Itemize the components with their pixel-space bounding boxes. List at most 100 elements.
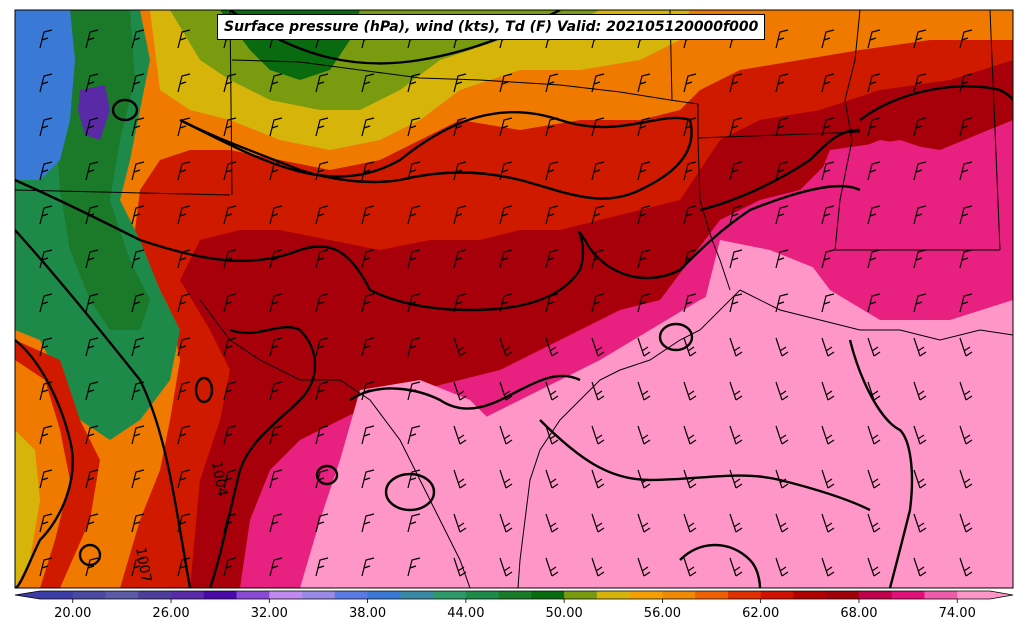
wind-barb [683,73,697,93]
colorbar-outline [14,590,1014,600]
wind-barb [867,161,881,181]
wind-barb [315,117,329,137]
wind-barb [131,161,145,181]
wind-barb [545,513,559,533]
wind-barb [545,161,559,181]
wind-barb [913,117,927,137]
wind-barb [131,249,145,269]
colorbar-swatch [465,591,500,599]
wind-barb [775,381,789,401]
wind-barb [361,205,375,225]
wind-barb [39,469,53,489]
isobar-line [15,178,861,312]
wind-barb [131,425,145,445]
wind-barb [729,117,743,137]
wind-barb [499,293,513,313]
colorbar-swatch [400,591,434,599]
state-border-ok-north [15,189,231,196]
wind-barb [683,161,697,181]
wind-barb [499,73,513,93]
wind-barb [591,73,605,93]
isobar-line [15,229,192,588]
wind-barb [315,293,329,313]
wind-barb [453,73,467,93]
wind-barb [131,557,145,577]
wind-barb [775,337,789,357]
wind-barb [407,249,421,269]
wind-barb [775,557,789,577]
wind-barb [729,425,743,445]
isobar-label-1007: 1007 [132,546,154,584]
wind-barb [39,381,53,401]
state-border-tx-la [697,104,731,291]
wind-barb [407,469,421,489]
wind-barb [407,117,421,137]
wind-barb [591,293,605,313]
colorbar-swatch [334,591,369,599]
wind-barb [85,337,99,357]
colorbar-tick-label: 68.00 [840,606,878,621]
wind-barb [223,469,237,489]
wind-barb [85,293,99,313]
wind-barb [775,73,789,93]
wind-barb [361,513,375,533]
colorbar-swatch [203,591,238,599]
wind-barb [867,381,881,401]
isobars [15,10,1013,588]
wind-barb [913,29,927,49]
wind-barb [407,337,421,357]
colorbar-swatch [662,591,696,599]
state-border-ms-river [834,10,1000,251]
wind-barb [315,161,329,181]
wind-barb [683,469,697,489]
wind-barb [407,557,421,577]
wind-barb [315,557,329,577]
wind-barb [867,513,881,533]
wind-barb [39,513,53,533]
wind-barb [177,337,191,357]
wind-barb [361,469,375,489]
wind-barb [637,161,651,181]
isobar-closed-low [384,472,436,512]
wind-barb [453,469,467,489]
wind-barb [39,117,53,137]
wind-barb [821,205,835,225]
wind-barb [499,337,513,357]
wind-barbs [39,29,973,577]
wind-barb [223,205,237,225]
wind-barb [453,557,467,577]
wind-barb [39,337,53,357]
wind-barb [637,205,651,225]
wind-barb [959,117,973,137]
wind-barb [959,337,973,357]
wind-barb [315,73,329,93]
wind-barb [269,293,283,313]
colorbar-tick-label: 74.00 [938,606,976,621]
wind-barb [39,249,53,269]
wind-barb [361,117,375,137]
colorbar-extend-low [15,591,40,599]
isobar-line [208,325,317,588]
wind-barb [407,205,421,225]
wind-barb [591,337,605,357]
wind-barb [453,293,467,313]
wind-barb [177,205,191,225]
wind-barb [131,117,145,137]
dewpoint-band-orange [15,10,1013,588]
wind-barb [959,29,973,49]
wind-barb [683,557,697,577]
isobar-line [859,85,1013,121]
wind-barb [177,381,191,401]
wind-barb [453,161,467,181]
wind-barb [591,425,605,445]
wind-barb [683,337,697,357]
wind-barb [637,557,651,577]
wind-barb [223,337,237,357]
dewpoint-band-blue-west [15,10,75,180]
isobar-line [539,419,871,512]
wind-barb [269,249,283,269]
wind-barb [131,469,145,489]
wind-barb [683,205,697,225]
colorbar-swatch [138,591,172,599]
wind-barb [545,381,559,401]
